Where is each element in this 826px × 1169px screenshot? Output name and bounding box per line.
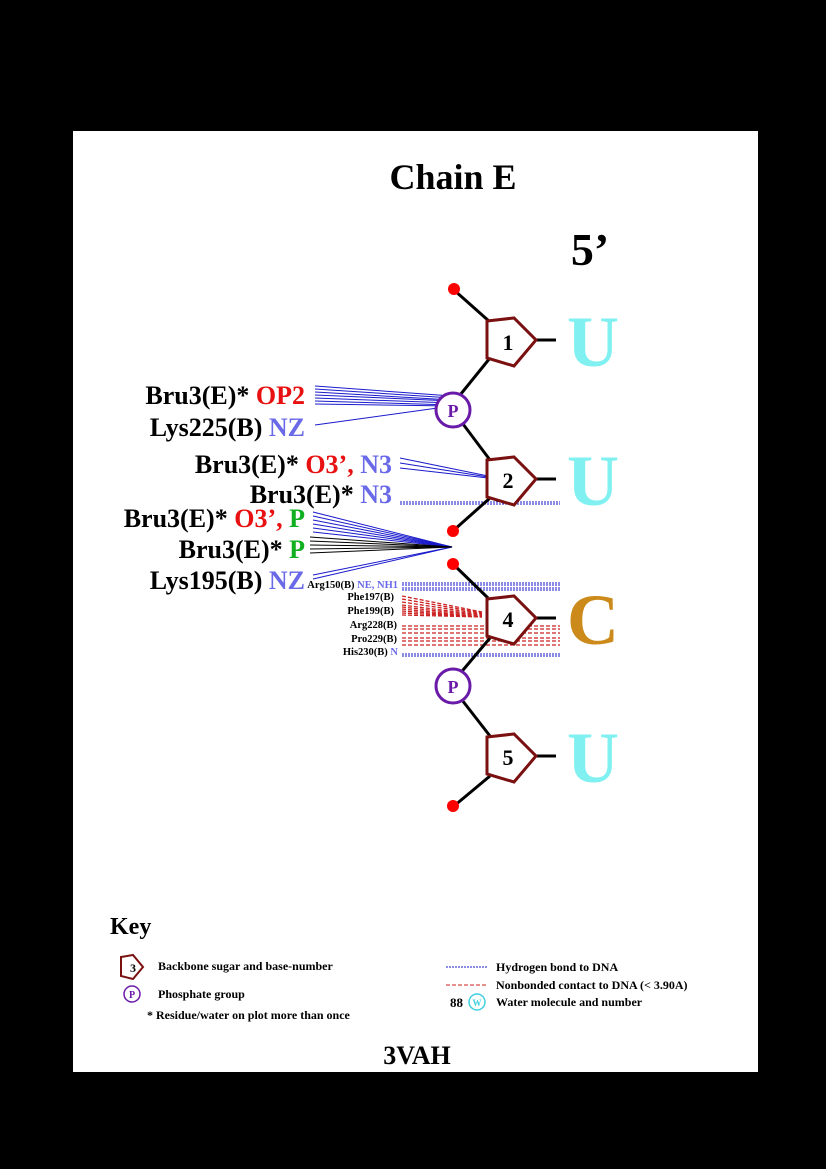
legend-water-letter: W xyxy=(473,998,482,1008)
chain-title: Chain E xyxy=(389,157,516,197)
legend-hbond-text: Hydrogen bond to DNA xyxy=(496,960,618,974)
legend-phosphate-letter: P xyxy=(129,990,135,1001)
small-residue-label: Arg228(B) xyxy=(350,620,398,631)
legend-sugar-sample: 3 xyxy=(120,953,145,981)
base-letter: C xyxy=(567,580,619,660)
covalent-lines-p3 xyxy=(309,536,453,554)
legend-sugar-text: Backbone sugar and base-number xyxy=(158,959,333,973)
legend: Key 3 Backbone sugar and base-number P P… xyxy=(110,914,688,1022)
legend-phosphate-text: Phosphate group xyxy=(158,987,245,1001)
hbond-lines-p3 xyxy=(312,511,453,580)
legend-phosphate-sample: P xyxy=(123,985,141,1003)
phosphate-dot xyxy=(448,283,460,295)
residue-label: Lys195(B) NZ xyxy=(150,566,305,595)
residue-label: Bru3(E)* O3’, N3 xyxy=(195,450,392,479)
phosphate-label: P xyxy=(448,401,459,421)
hbond-lines-p1 xyxy=(314,385,453,426)
sugar-number: 5 xyxy=(503,745,514,770)
residue-label: Bru3(E)* P xyxy=(179,535,306,564)
legend-sugar-number: 3 xyxy=(130,961,136,975)
sugar-2: 2 xyxy=(485,455,539,507)
sugar-number: 2 xyxy=(503,468,514,493)
legend-star-text: * Residue/water on plot more than once xyxy=(147,1008,351,1022)
base-letter: U xyxy=(567,302,619,382)
base-letter: U xyxy=(567,441,619,521)
hbond-lines-sugar2 xyxy=(399,457,560,505)
legend-nonbond-text: Nonbonded contact to DNA (< 3.90A) xyxy=(496,978,688,992)
water-icon xyxy=(468,993,486,1011)
sugar-number: 4 xyxy=(503,607,514,632)
backbone xyxy=(452,288,556,808)
five-prime-label: 5’ xyxy=(571,224,609,275)
sugar-number: 1 xyxy=(503,330,514,355)
residue-label: Bru3(E)* OP2 xyxy=(145,381,305,410)
small-residue-label: Pro229(B) xyxy=(351,634,397,645)
residue-label: Lys225(B) NZ xyxy=(150,413,305,442)
sugar-1: 1 xyxy=(485,316,539,368)
legend-water-text: Water molecule and number xyxy=(496,995,643,1009)
small-residue-label: Phe199(B) xyxy=(347,606,394,617)
residue-label: Bru3(E)* O3’, P xyxy=(124,504,305,533)
residue-label: Bru3(E)* N3 xyxy=(250,480,392,509)
small-residue-label: Arg150(B) NE, NH1 xyxy=(307,580,398,591)
phosphate-dot xyxy=(447,525,459,537)
legend-title: Key xyxy=(110,914,151,940)
legend-water-number: 88 xyxy=(450,995,464,1010)
pdb-code: 3VAH xyxy=(383,1041,450,1070)
nonbonded-lines-sugar4 xyxy=(401,595,560,646)
small-residue-label: Phe197(B) xyxy=(347,592,394,603)
phosphate-dot xyxy=(447,800,459,812)
phosphate-2: P xyxy=(434,667,472,705)
phosphate-dot xyxy=(447,558,459,570)
terminal-dots xyxy=(447,283,460,812)
sugar-5: 5 xyxy=(485,732,539,784)
small-residue-label: His230(B) N xyxy=(343,647,399,658)
phosphate-1: P xyxy=(434,391,472,429)
phosphate-label: P xyxy=(448,677,459,697)
base-letter: U xyxy=(567,718,619,798)
sugar-4: 4 xyxy=(485,594,539,646)
